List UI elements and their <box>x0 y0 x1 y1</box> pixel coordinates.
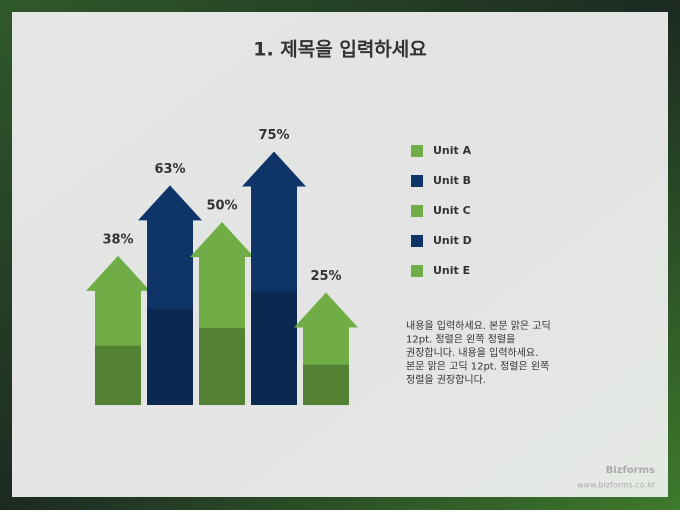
arrow-shade <box>199 328 245 405</box>
legend-swatch <box>411 145 423 157</box>
legend-label: Unit E <box>433 264 470 277</box>
value-label: 63% <box>154 162 185 177</box>
arrow-shade <box>251 291 297 405</box>
legend-label: Unit B <box>433 174 471 187</box>
legend-swatch <box>411 175 423 187</box>
footer-url: www.bizforms.co.kr <box>577 481 656 490</box>
legend-swatch <box>411 205 423 217</box>
value-label: 38% <box>102 232 133 247</box>
legend-label: Unit C <box>433 204 471 217</box>
body-text: 정렬을 권장합니다. <box>406 373 486 386</box>
body-text: 권장합니다. 내용을 입력하세요. <box>406 346 538 359</box>
legend-swatch <box>411 235 423 247</box>
body-text: 내용을 입력하세요. 본문 맑은 고딕 <box>406 319 551 332</box>
body-text: 12pt. 정렬은 왼쪽 정렬을 <box>406 333 515 346</box>
panel <box>12 12 668 497</box>
legend-swatch <box>411 265 423 277</box>
legend-label: Unit D <box>433 234 472 247</box>
footer-brand: Bizforms <box>606 465 655 476</box>
arrow-shade <box>147 308 193 405</box>
arrow-shade <box>95 345 141 405</box>
legend-label: Unit A <box>433 144 472 157</box>
body-text: 본문 맑은 고딕 12pt. 정렬은 왼쪽 <box>406 360 549 373</box>
chart-title: 1. 제목을 입력하세요 <box>253 39 427 61</box>
arrow-shade <box>303 364 349 405</box>
value-label: 25% <box>310 269 341 284</box>
value-label: 75% <box>258 128 289 143</box>
value-label: 50% <box>206 199 237 214</box>
